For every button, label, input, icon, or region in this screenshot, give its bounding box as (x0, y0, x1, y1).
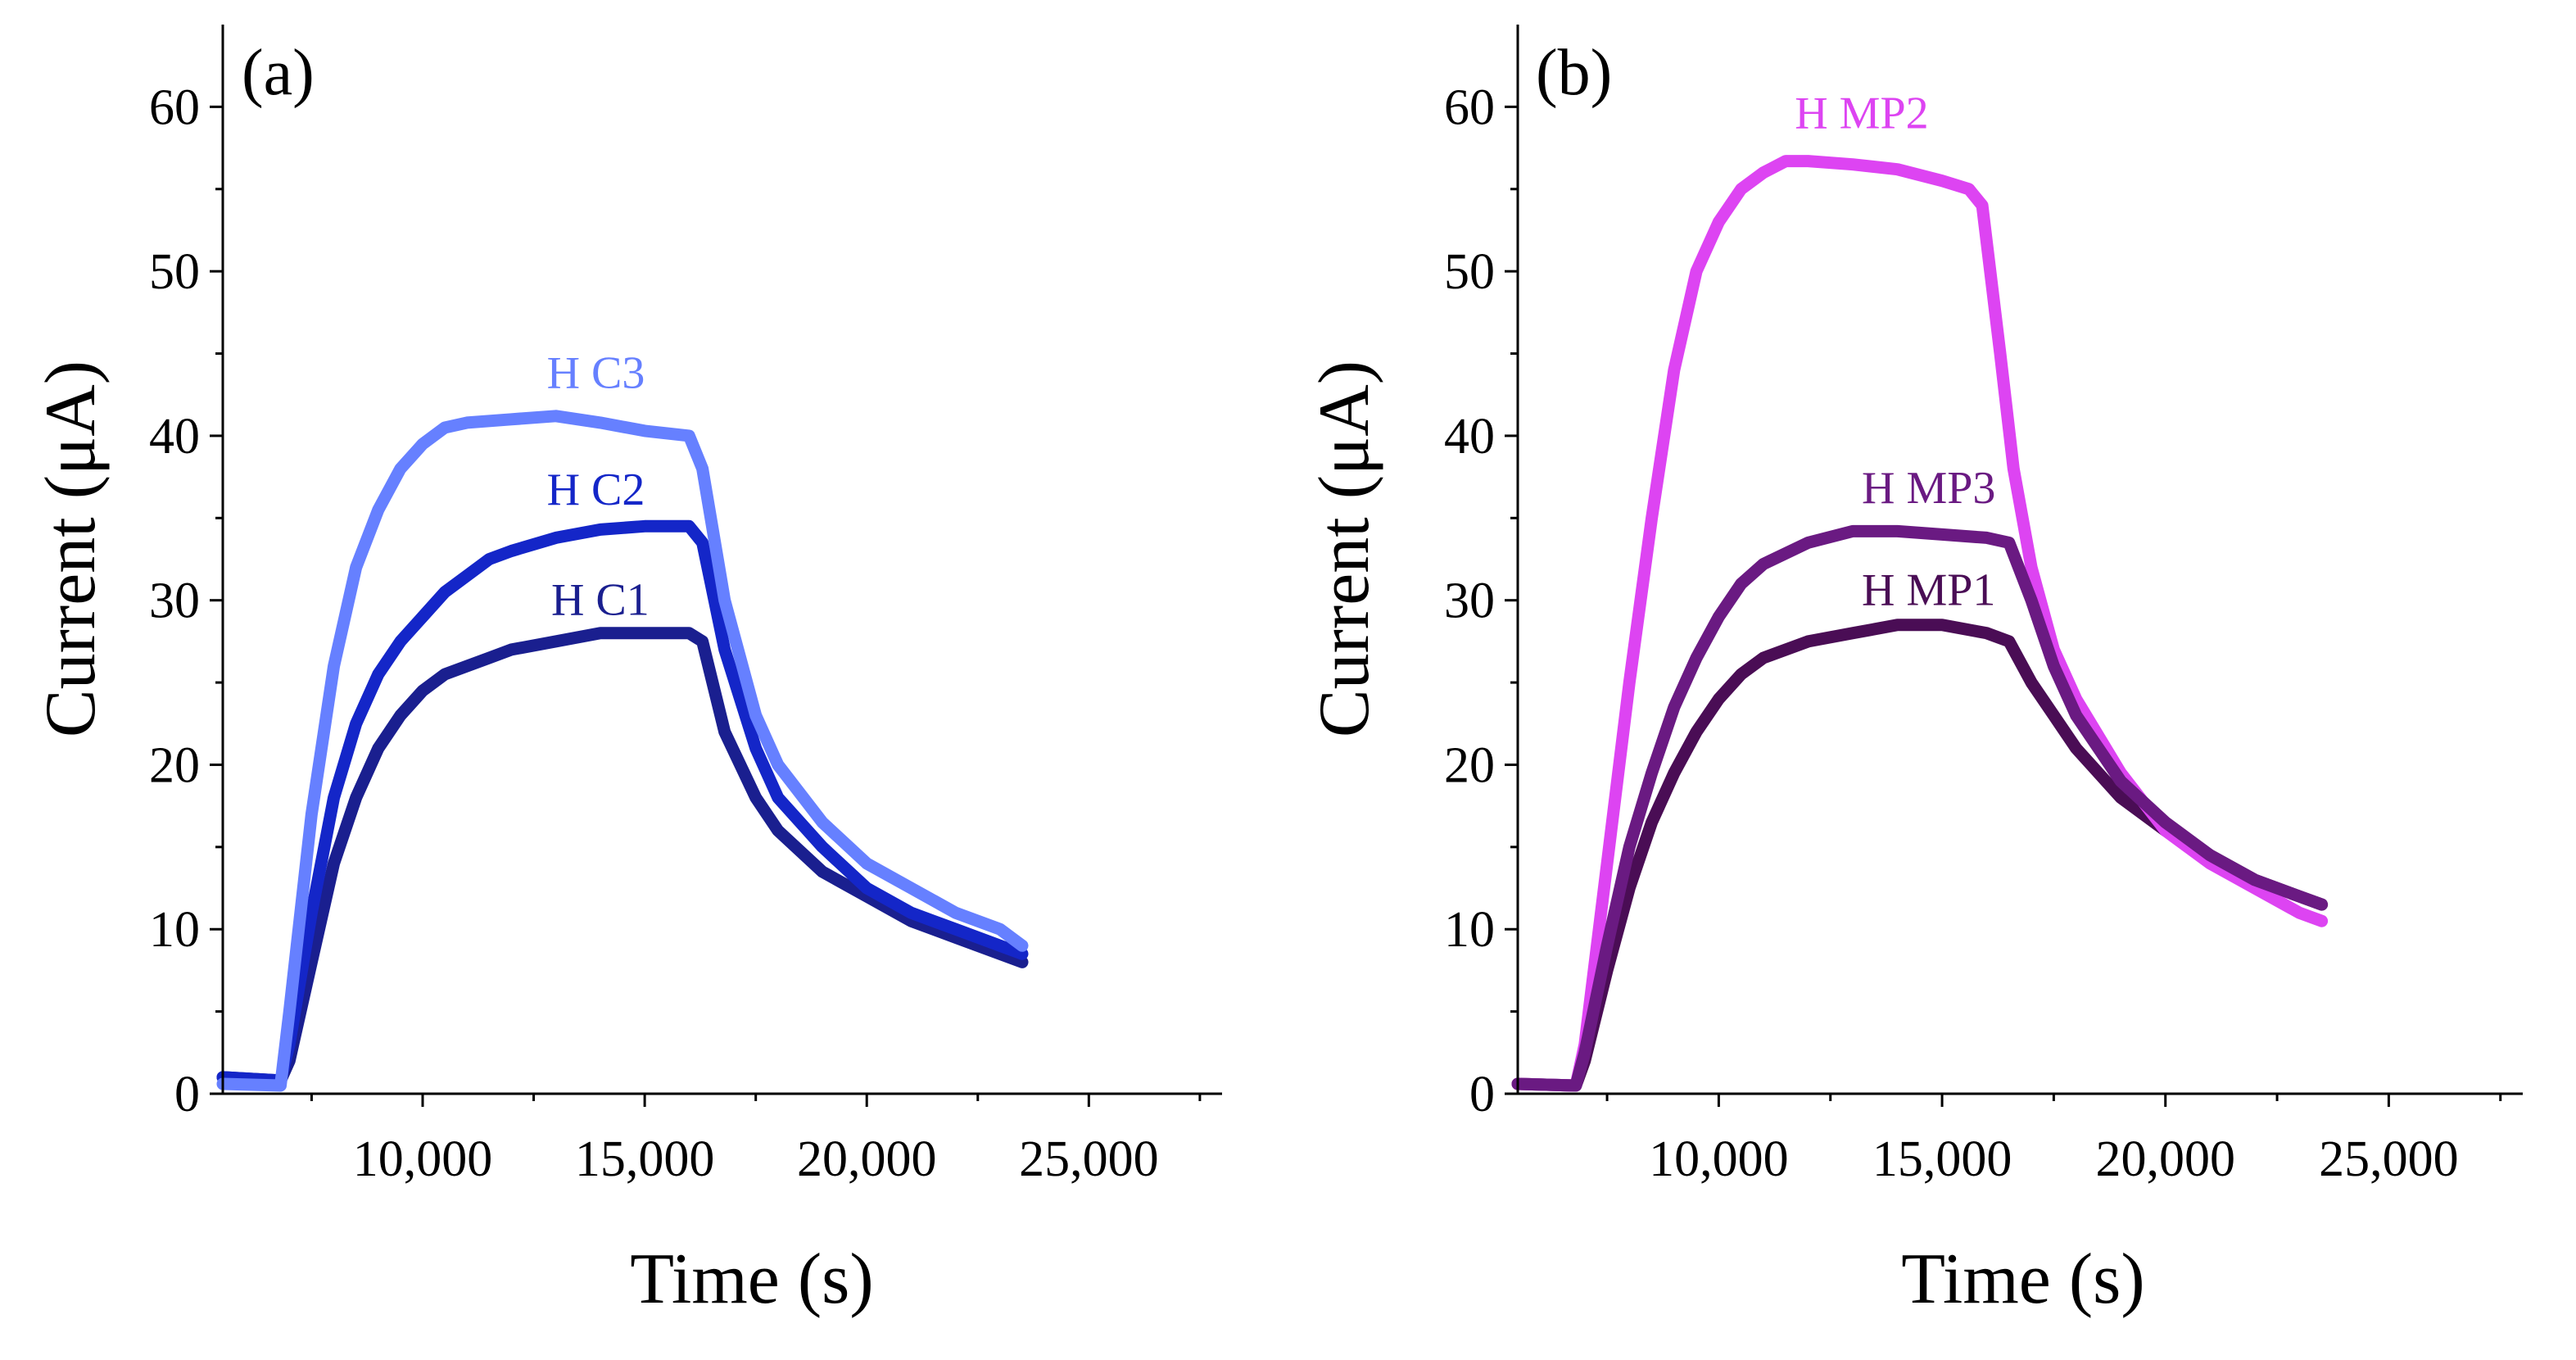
y-tick-label: 20 (1444, 737, 1495, 793)
series-label: H MP3 (1862, 463, 1995, 514)
x-tick-label: 15,000 (1872, 1131, 2012, 1187)
series-line-h-mp3 (1511, 524, 2329, 1092)
x-tick-label: 10,000 (353, 1131, 493, 1187)
y-tick-label: 30 (1444, 573, 1495, 629)
series-label: H C1 (551, 575, 650, 626)
y-tick-label: 20 (149, 737, 200, 793)
y-tick-label: 0 (1469, 1067, 1495, 1122)
x-tick-label: 20,000 (2095, 1131, 2235, 1187)
x-axis-title: Time (s) (630, 1240, 873, 1319)
x-tick-label: 15,000 (575, 1131, 715, 1187)
chart-panel-a: 0 10 20 30 40 50 60 10,000 15,000 20,000 25,000 Tim… (31, 25, 1222, 1319)
y-tick-label: 30 (149, 573, 200, 629)
x-axis-title: Time (s) (1901, 1240, 2144, 1319)
y-tick-label: 50 (1444, 244, 1495, 300)
y-tick-label: 40 (1444, 409, 1495, 465)
y-tick-label: 40 (149, 409, 200, 465)
x-tick-label: 25,000 (1019, 1131, 1159, 1187)
y-tick-label: 0 (174, 1067, 200, 1122)
series-label: H MP1 (1862, 565, 1995, 616)
series-label: H C3 (547, 348, 645, 399)
y-tick-label: 60 (1444, 79, 1495, 135)
y-tick-label: 10 (1444, 902, 1495, 958)
y-tick-label: 10 (149, 902, 200, 958)
x-tick-label: 25,000 (2319, 1131, 2459, 1187)
series-label: H C2 (547, 465, 645, 515)
series-line-h-c3 (216, 410, 1029, 1092)
panel-label: (a) (242, 37, 315, 109)
series-line-h-c1 (216, 627, 1029, 1087)
y-axis-title: Current (μA) (31, 360, 111, 737)
series-line-h-c2 (216, 519, 1029, 1087)
y-axis-title: Current (μA) (1305, 360, 1384, 737)
x-tick-label: 20,000 (797, 1131, 937, 1187)
panel-label: (b) (1536, 37, 1612, 109)
chart-panel-b: 0 10 20 30 40 50 60 10,000 15,000 20,000 25,000 Tim… (1305, 25, 2523, 1319)
x-tick-label: 10,000 (1649, 1131, 1789, 1187)
series-label: H MP2 (1795, 88, 1928, 138)
y-tick-label: 50 (149, 244, 200, 300)
y-tick-label: 60 (149, 79, 200, 135)
